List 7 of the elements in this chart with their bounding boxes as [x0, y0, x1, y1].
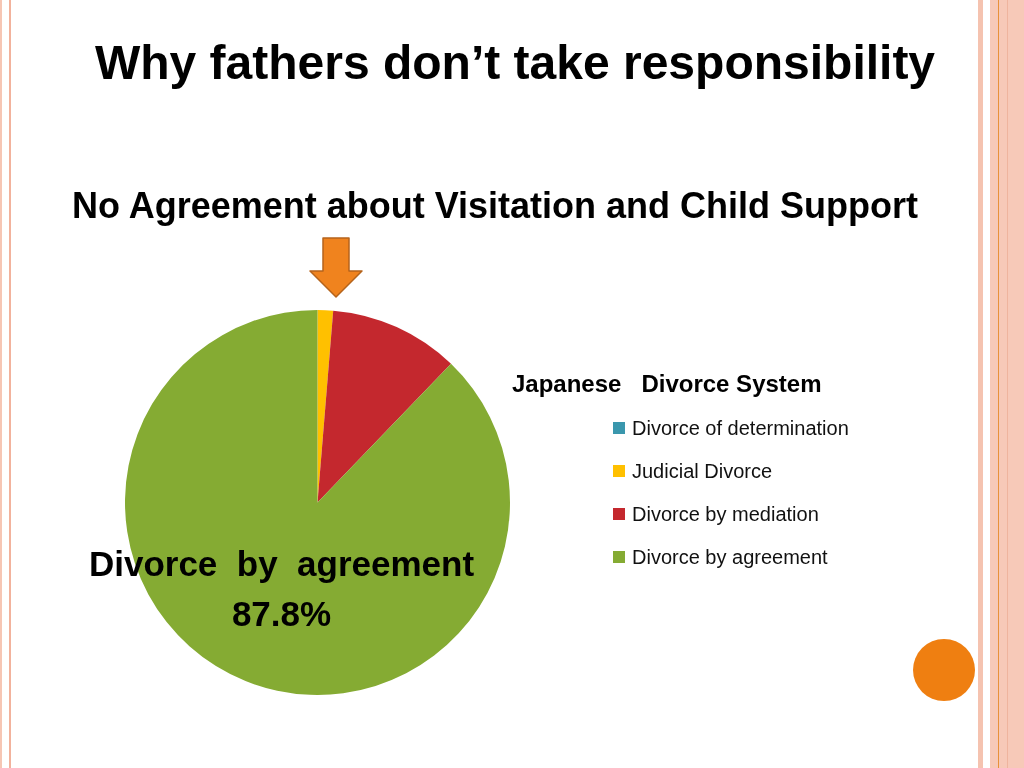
chart-title: Why fathers don’t take responsibility: [93, 35, 937, 91]
legend-label: Divorce by agreement: [632, 545, 829, 568]
legend-label: Judicial Divorce: [632, 459, 773, 482]
chart-subtitle: No Agreement about Visitation and Child Support: [71, 185, 919, 227]
legend-title: Japanese Divorce System: [512, 369, 822, 397]
legend-label: Divorce of determination: [632, 416, 849, 439]
legend-label: Divorce by mediation: [632, 502, 819, 525]
